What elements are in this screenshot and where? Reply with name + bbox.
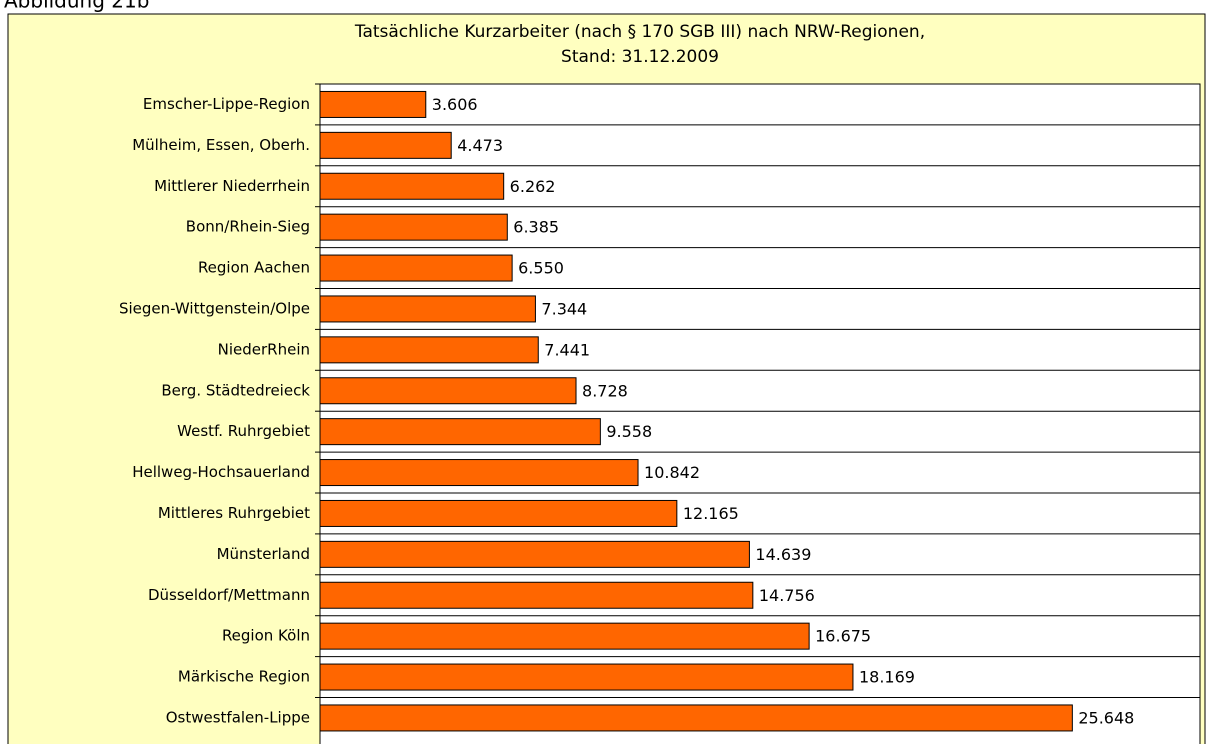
- data-label: 16.675: [815, 627, 871, 646]
- bar: [319, 90, 427, 118]
- data-label: 7.344: [541, 299, 587, 318]
- bar: [319, 704, 1073, 732]
- y-tick-label: Berg. Städtedreieck: [161, 381, 310, 399]
- bar: [319, 499, 678, 527]
- data-label: 14.639: [755, 545, 811, 564]
- bar: [319, 295, 536, 323]
- y-tick-label: Westf. Ruhrgebiet: [177, 422, 310, 440]
- data-label: 18.169: [859, 668, 915, 687]
- data-label: 3.606: [432, 95, 478, 114]
- bar: [319, 418, 601, 446]
- bar: [319, 459, 639, 487]
- data-label: 10.842: [644, 463, 700, 482]
- bar: [319, 131, 452, 159]
- y-tick-label: Ostwestfalen-Lippe: [166, 708, 310, 726]
- chart-subtitle: Stand: 31.12.2009: [561, 47, 719, 67]
- y-tick-label: Mittleres Ruhrgebiet: [158, 504, 310, 522]
- y-tick-label: NiederRhein: [218, 340, 310, 358]
- data-label: 8.728: [582, 381, 628, 400]
- bar: [319, 254, 513, 282]
- data-label: 25.648: [1078, 708, 1134, 727]
- data-label: 14.756: [759, 586, 815, 605]
- y-tick-label: Märkische Region: [178, 668, 310, 686]
- bar: [319, 622, 810, 650]
- chart-title: Tatsächliche Kurzarbeiter (nach § 170 SG…: [354, 22, 925, 42]
- data-label: 7.441: [544, 340, 590, 359]
- data-label: 6.385: [513, 218, 559, 237]
- y-tick-label: Region Aachen: [198, 259, 310, 277]
- data-label: 4.473: [457, 136, 503, 155]
- y-tick-label: Münsterland: [217, 545, 310, 563]
- data-label: 6.262: [510, 177, 556, 196]
- y-tick-label: Bonn/Rhein-Sieg: [186, 218, 310, 236]
- y-tick-label: Mittlerer Niederrhein: [154, 177, 310, 195]
- bar: [319, 172, 505, 200]
- bar: [319, 336, 539, 364]
- y-tick-label: Düsseldorf/Mettmann: [148, 586, 310, 604]
- bar: [319, 377, 577, 405]
- y-tick-label: Siegen-Wittgenstein/Olpe: [119, 299, 310, 317]
- data-label: 9.558: [606, 422, 652, 441]
- figure-label: Abbildung 21b: [4, 0, 149, 13]
- data-label: 12.165: [683, 504, 739, 523]
- bar: [319, 540, 750, 568]
- y-tick-label: Hellweg-Hochsauerland: [132, 463, 310, 481]
- bar: [319, 213, 508, 241]
- y-tick-label: Emscher-Lippe-Region: [143, 95, 310, 113]
- data-label: 6.550: [518, 259, 564, 278]
- bar: [319, 581, 754, 609]
- bar: [319, 663, 854, 691]
- y-tick-label: Region Köln: [222, 627, 310, 645]
- y-tick-label: Mülheim, Essen, Oberh.: [132, 136, 310, 154]
